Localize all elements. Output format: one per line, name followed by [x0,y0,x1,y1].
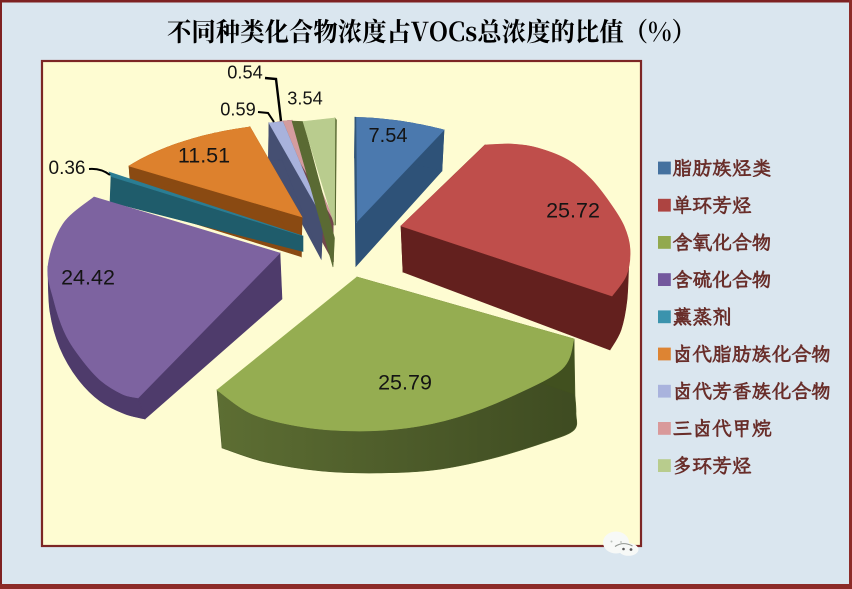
svg-text:24.42: 24.42 [61,266,115,290]
svg-text:11.51: 11.51 [178,144,230,168]
svg-text:0.54: 0.54 [227,63,262,83]
svg-text:25.79: 25.79 [378,371,432,395]
svg-text:25.72: 25.72 [546,199,600,223]
svg-text:0.36: 0.36 [49,158,86,179]
svg-text:3.54: 3.54 [287,89,322,109]
svg-text:7.54: 7.54 [369,125,408,147]
svg-text:0.59: 0.59 [220,100,255,120]
